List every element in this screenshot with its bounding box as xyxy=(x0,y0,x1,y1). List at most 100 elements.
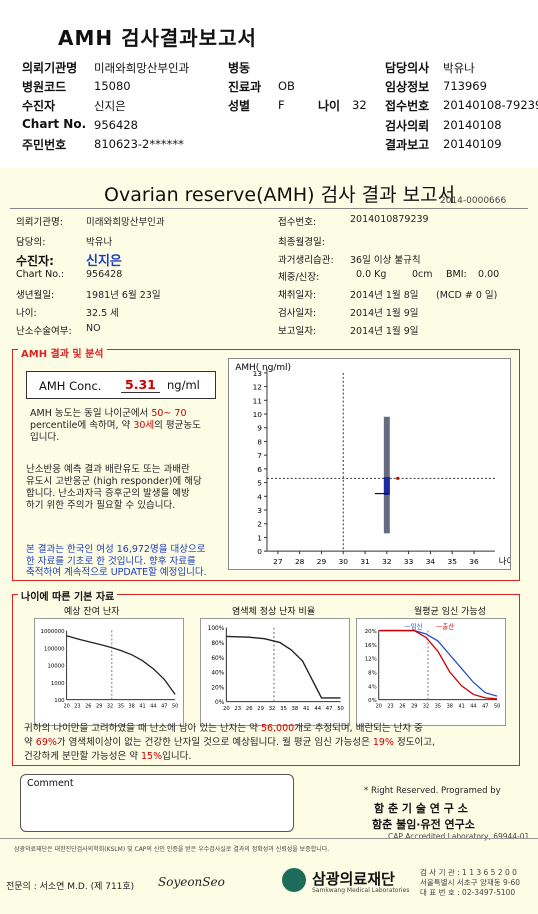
x-tick-label: 35 xyxy=(435,704,441,710)
lab-name-1: 함 춘 기 술 연 구 소 xyxy=(374,802,468,815)
age-note-line2: 약 69%가 염색체이상이 없는 건강한 난자일 것으로 예상됩니다. 월 평균… xyxy=(24,734,435,748)
label-doctor: 담당의사 xyxy=(385,61,430,75)
label-surgery: 난소수술여부: xyxy=(16,326,72,337)
normal-egg-ratio-chart: 100% 80% 60% 40% 20% 0%20 23 26 29 32 35 38 41 44 47 50 xyxy=(200,618,350,726)
age-note-text: 약 xyxy=(24,737,33,748)
y-tick-label: 40% xyxy=(211,671,224,677)
amh-concentration-box: AMH Conc. 5.31 ng/ml xyxy=(26,371,216,399)
amh-text: 난소반응 예측 결과 배란유도 또는 과배란 xyxy=(26,464,190,475)
amh-equivalent-age: 30세 xyxy=(133,420,155,431)
comment-label: Comment xyxy=(27,778,74,789)
label-weight-height: 체중/신장: xyxy=(278,272,320,283)
amh-text: 축적하여 계속적으로 UPDATE할 예정입니다. xyxy=(26,567,207,578)
value-weight: 0.0 Kg xyxy=(356,269,387,280)
specialist-text: 전문의 : 서소연 M.D. (제 711호) xyxy=(6,882,135,892)
foundation-name-en: Samkwang Medical Laboratories xyxy=(312,887,410,894)
x-tick-label: 32 xyxy=(107,704,113,710)
cap-text: CAP Accredited Laboratory, 69944-01 xyxy=(388,832,530,841)
x-tick-label: 26 xyxy=(85,704,91,710)
normal-egg-percent: 69% xyxy=(35,737,57,748)
x-tick-label: 32 xyxy=(423,704,429,710)
y-tick-label: 10000 xyxy=(47,664,65,670)
value-collect: 2014년 1월 8일 xyxy=(350,290,419,301)
contact-line-1: 검 사 기 관 : 1 1 3 6 5 2 0 0 xyxy=(420,868,517,877)
series-line xyxy=(226,635,341,699)
y-tick-label: 4 xyxy=(257,492,262,501)
x-tick-label: 20 xyxy=(223,706,230,712)
amh-conc-unit: ng/ml xyxy=(167,378,200,392)
x-tick-label: 32 xyxy=(382,557,391,566)
value-dept: OB xyxy=(278,79,295,93)
value-mcd: (MCD # 0 일) xyxy=(436,290,498,301)
amh-text: 본 결과는 한국인 여성 16,972명을 대상으로 xyxy=(26,544,206,555)
normal-egg-ratio-title: 염색체 정상 난자 비율 xyxy=(232,607,316,617)
label-dept: 진료과 xyxy=(228,80,262,94)
value-age: 32.5 세 xyxy=(86,308,119,319)
specialist-signature: SoyeonSeo xyxy=(158,875,225,889)
label-org: 의뢰기관명 xyxy=(22,61,78,75)
y-tick-label: 5 xyxy=(257,479,262,488)
y-tick-label: 12% xyxy=(365,657,377,663)
label-org: 의뢰기관명: xyxy=(16,217,63,228)
y-tick-label: 0% xyxy=(215,700,225,706)
x-tick-label: 20 xyxy=(63,704,69,710)
x-tick-label: 38 xyxy=(292,706,299,712)
value-doctor: 박유나 xyxy=(443,61,475,75)
label-last-menses: 최종월경일: xyxy=(278,237,325,248)
amh-text: 한 자료를 기초로 한 것입니다. 향후 자료를 xyxy=(26,555,196,567)
label-bmi: BMI: xyxy=(446,269,467,280)
value-height: 0cm xyxy=(412,269,433,280)
x-tick-label: 36 xyxy=(469,557,479,566)
y-tick-label: 100 xyxy=(54,698,65,704)
age-note-text: 개로 추정되며, 배란되는 난자 중 xyxy=(294,723,423,734)
x-tick-label: 35 xyxy=(118,704,124,710)
report-sheet: Ovarian reserve(AMH) 검사 결과 보고서 2014-0000… xyxy=(0,168,538,914)
lab-name-2: 함춘 불임·유전 연구소 xyxy=(372,818,475,831)
label-request: 검사의뢰 xyxy=(385,119,430,133)
x-tick-label: 44 xyxy=(470,704,476,710)
remaining-egg-count: 56,000 xyxy=(260,723,295,734)
age-data-box xyxy=(12,594,520,766)
value-age: 32 xyxy=(352,98,367,112)
value-sex: F xyxy=(278,98,285,112)
amh-text: 합니다. 난소과자극 증후군의 발생을 예방 xyxy=(26,488,190,499)
y-axis-label: AMH( ng/ml) xyxy=(235,363,291,373)
y-tick-label: 9 xyxy=(257,424,262,433)
x-tick-label: 44 xyxy=(150,704,156,710)
amh-text: 하기 위한 주의가 필요할 수 있습니다. xyxy=(26,500,176,511)
amh-range-bar xyxy=(383,416,390,534)
amh-conc-label: AMH Conc. xyxy=(39,379,102,393)
x-tick-label: 47 xyxy=(482,704,488,710)
foundation-name: 삼광의료재단 xyxy=(312,870,395,888)
label-clinical: 임상정보 xyxy=(385,80,430,94)
y-tick-label: 7 xyxy=(257,451,262,460)
y-tick-label: 4% xyxy=(368,684,377,690)
x-tick-label: 44 xyxy=(314,706,321,712)
label-collect: 채취일자: xyxy=(278,290,317,301)
report-title: Ovarian reserve(AMH) 검사 결과 보고서 xyxy=(104,184,456,206)
divider xyxy=(10,208,528,209)
amh-section-label: AMH 결과 및 분석 xyxy=(18,345,107,360)
x-tick-label: 47 xyxy=(326,706,333,712)
amh-text: AMH 농도는 동일 나이군에서 xyxy=(30,408,149,419)
y-tick-label: 8 xyxy=(257,437,262,446)
pregnancy-percent: 19% xyxy=(372,737,394,748)
value-doctor: 박유나 xyxy=(86,237,113,248)
value-clinical: 713969 xyxy=(443,79,487,93)
x-tick-label: 23 xyxy=(387,704,393,710)
legend-pregnancy: —임신 xyxy=(404,622,422,631)
amh-interpretation: AMH 농도는 동일 나이군에서 50~ 70 percentile에 속하며,… xyxy=(30,408,220,444)
y-tick-label: 0% xyxy=(368,698,377,704)
value-patient: 신지은 xyxy=(86,254,122,269)
y-tick-label: 1000 xyxy=(51,681,65,687)
y-tick-label: 80% xyxy=(211,641,224,647)
y-tick-label: 20% xyxy=(211,685,224,691)
value-chart: 956428 xyxy=(86,269,123,280)
label-doctor: 담당의: xyxy=(16,237,46,248)
y-tick-label: 20% xyxy=(365,629,377,635)
amh-conc-value: 5.31 xyxy=(121,377,160,393)
birth-percent: 15% xyxy=(140,751,163,762)
value-org: 미래와희망산부인과 xyxy=(86,217,165,228)
y-tick-label: 0 xyxy=(257,547,262,556)
x-tick-label: 41 xyxy=(303,706,310,712)
